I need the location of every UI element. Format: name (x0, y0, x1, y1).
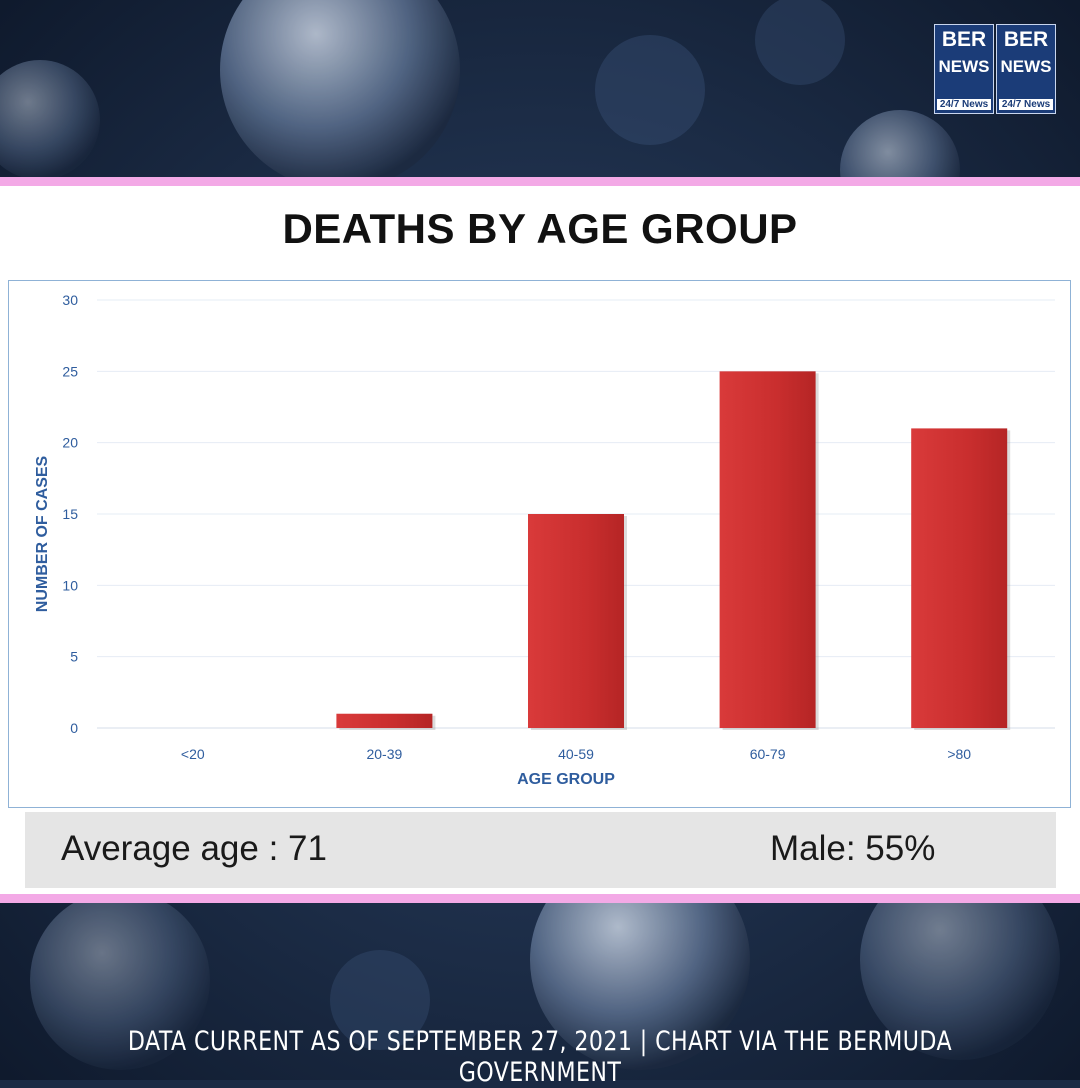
y-axis-label: NUMBER OF CASES (34, 455, 51, 612)
bar (719, 371, 816, 728)
logo-tag-text: 24/7 News (999, 99, 1053, 110)
bar (336, 713, 433, 728)
y-tick-label: 20 (62, 435, 78, 451)
logo-tag-text: 24/7 News (937, 99, 991, 110)
y-tick-label: 0 (70, 720, 78, 736)
x-tick-label: 40-59 (558, 746, 594, 762)
stats-bar: Average age : 71 Male: 55% (25, 812, 1056, 888)
y-tick-label: 15 (62, 506, 78, 522)
bar (911, 428, 1008, 728)
bar-chart: 0 5 10 15 20 25 30 <20 20-39 40-59 60-79 >80 AGE GRO… (34, 292, 1055, 788)
x-tick-label: 20-39 (366, 746, 402, 762)
x-tick-label: <20 (181, 746, 205, 762)
logo-ber-text: BER (1003, 28, 1049, 51)
bottom-pink-band (0, 894, 1080, 903)
x-tick-label: >80 (947, 746, 971, 762)
logo-tile-right: BER NEWS 24/7 News (996, 24, 1056, 114)
logo-tile-left: BER NEWS 24/7 News (934, 24, 994, 114)
y-tick-label: 10 (62, 577, 78, 593)
logo-news-text: NEWS (1000, 57, 1052, 76)
x-tick-label: 60-79 (750, 746, 786, 762)
logo-ber-text: BER (941, 28, 987, 51)
top-pink-band (0, 177, 1080, 186)
footer-caption: DATA CURRENT AS OF SEPTEMBER 27, 2021 | … (127, 1026, 953, 1088)
x-axis-label: AGE GROUP (517, 771, 615, 788)
y-tick-label: 5 (70, 649, 78, 665)
logo-news-text: NEWS (938, 57, 990, 76)
y-tick-label: 30 (62, 292, 78, 308)
chart-title: DEATHS BY AGE GROUP (282, 205, 798, 252)
bernews-logo: BER NEWS 24/7 News BER NEWS 24/7 News (934, 24, 1058, 116)
male-percentage-text: Male: 55% (770, 829, 936, 868)
y-tick-label: 25 (62, 363, 78, 379)
bar (528, 514, 624, 728)
average-age-text: Average age : 71 (61, 829, 327, 868)
chart-frame: 0 5 10 15 20 25 30 <20 20-39 40-59 60-79 >80 AGE GRO… (8, 280, 1071, 808)
